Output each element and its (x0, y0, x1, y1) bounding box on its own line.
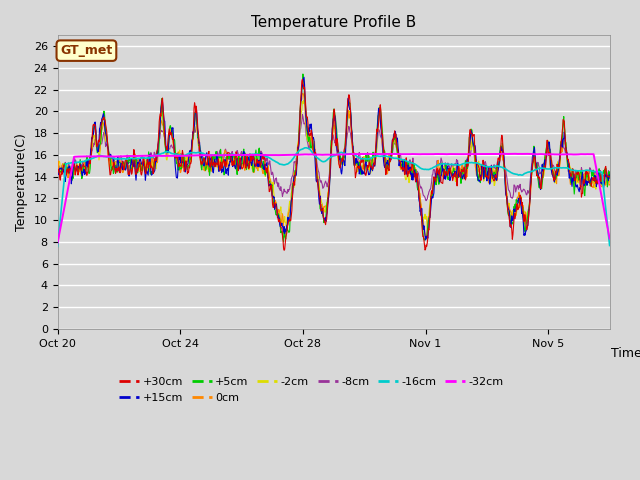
Text: GT_met: GT_met (60, 44, 113, 57)
Legend: +30cm, +15cm, +5cm, 0cm, -2cm, -8cm, -16cm, -32cm: +30cm, +15cm, +5cm, 0cm, -2cm, -8cm, -16… (115, 372, 508, 407)
Title: Temperature Profile B: Temperature Profile B (251, 15, 416, 30)
X-axis label: Time: Time (611, 347, 640, 360)
Y-axis label: Temperature(C): Temperature(C) (15, 133, 28, 231)
